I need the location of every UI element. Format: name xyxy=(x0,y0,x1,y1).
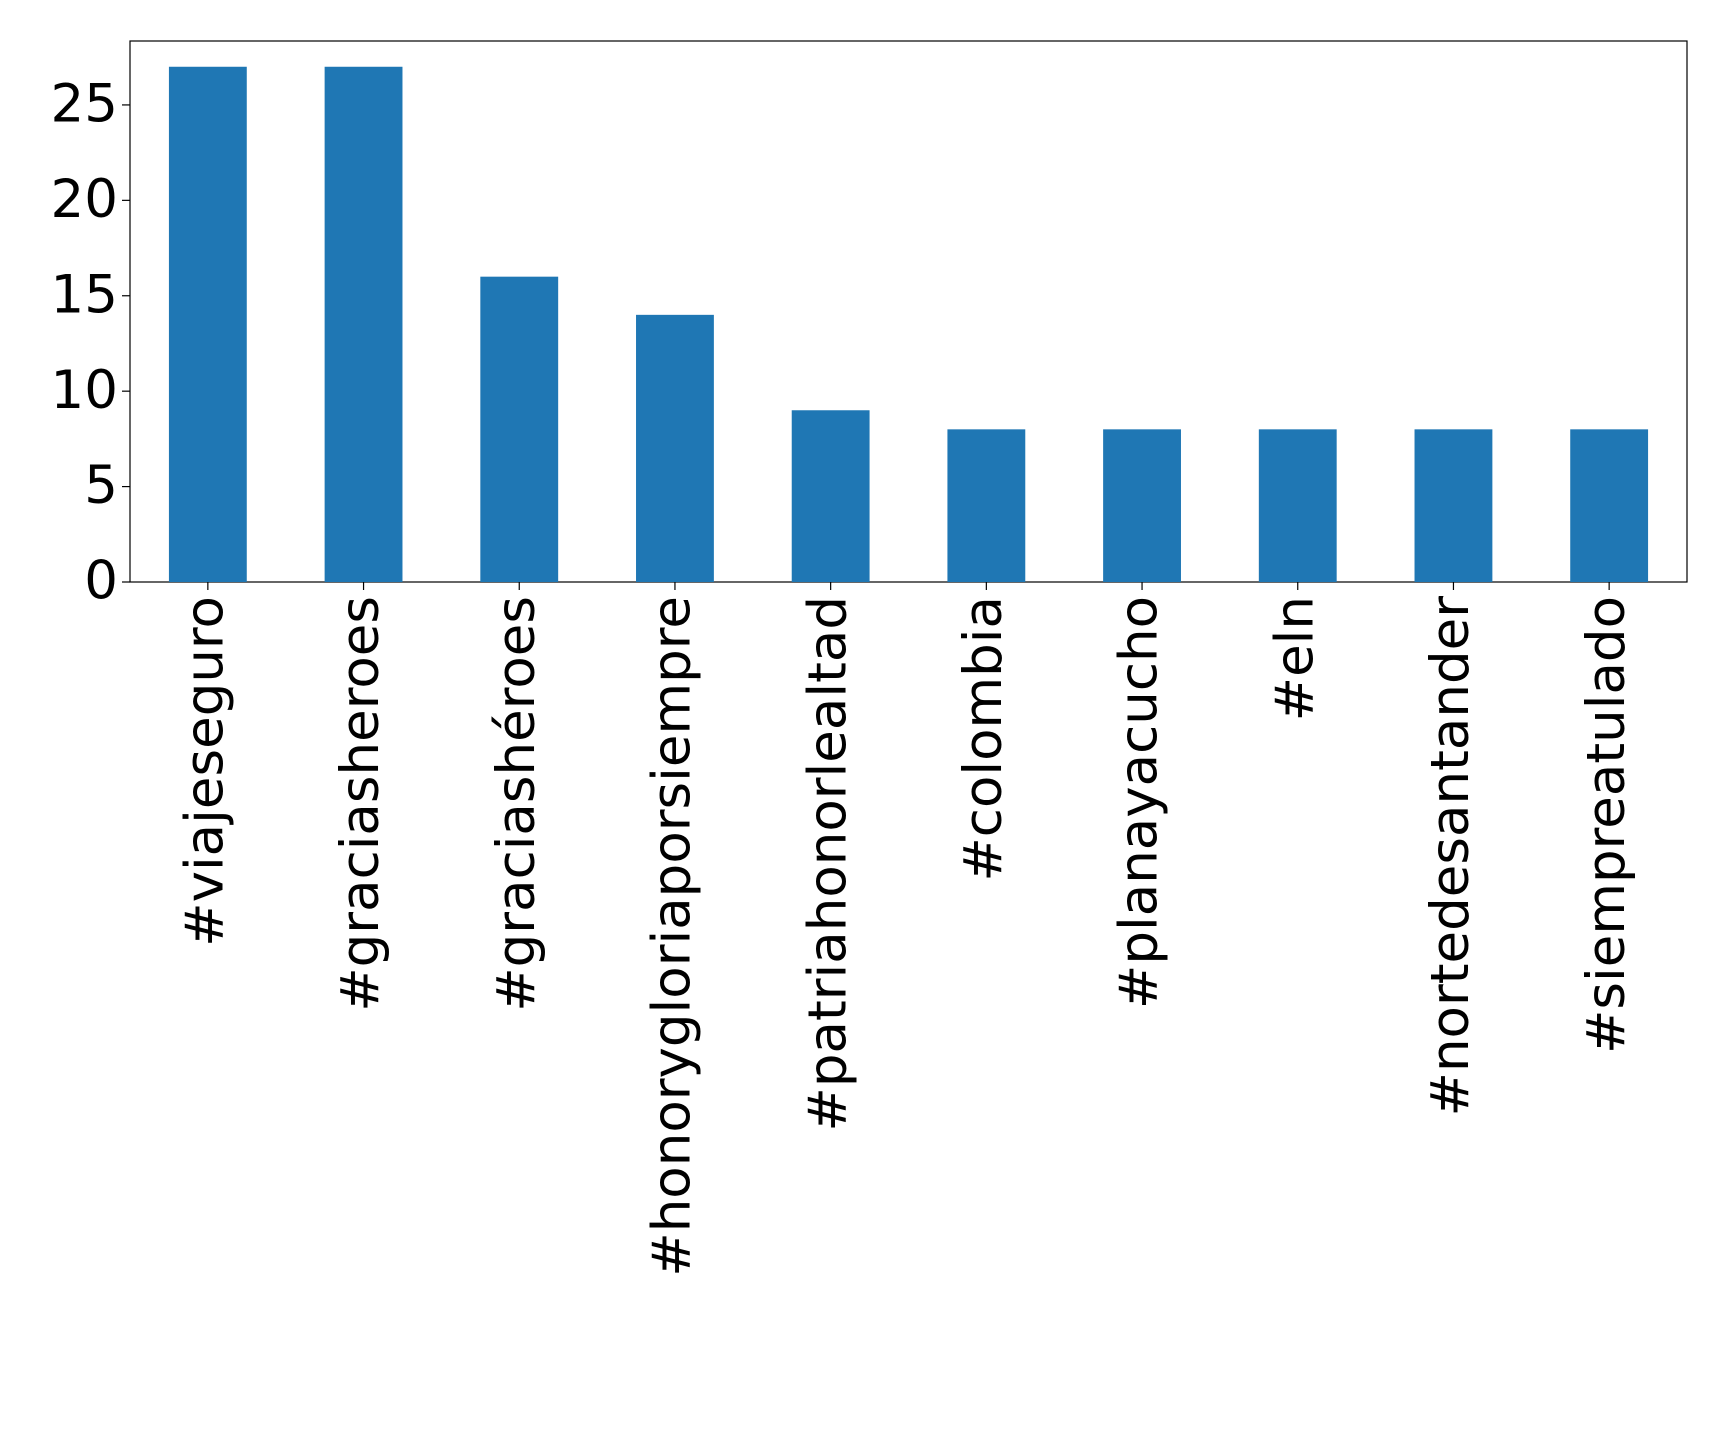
x-tick-label: #honorygloriaporsiempre xyxy=(642,596,703,1277)
x-tick-label: #colombia xyxy=(953,596,1014,882)
x-tick-label: #nortedesantander xyxy=(1420,596,1481,1117)
x-tick-label: #eln xyxy=(1264,596,1325,721)
bar xyxy=(1103,429,1181,582)
bar xyxy=(1570,429,1649,582)
x-tick-label: #viajeseguro xyxy=(174,596,235,947)
y-tick-label: 25 xyxy=(51,74,118,135)
bar xyxy=(1414,429,1493,582)
y-tick-label: 20 xyxy=(51,169,118,230)
bar xyxy=(324,66,403,582)
bar xyxy=(791,410,870,582)
bar xyxy=(168,66,247,582)
y-tick-label: 10 xyxy=(51,360,118,421)
x-tick-label: #patriahonorlealtad xyxy=(797,596,858,1132)
bar xyxy=(1258,429,1337,582)
bar xyxy=(480,276,559,582)
plot-frame xyxy=(129,40,1688,583)
y-tick-label: 5 xyxy=(84,455,118,516)
x-tick-label: #planayacucho xyxy=(1109,596,1170,1009)
bar xyxy=(636,314,714,582)
x-tick-label: #graciasheroes xyxy=(330,596,391,1012)
bar xyxy=(947,429,1026,582)
x-tick-label: #siempreatulado xyxy=(1576,596,1637,1054)
x-tick-label: #graciashéroes xyxy=(486,596,547,1012)
y-tick-label: 15 xyxy=(51,264,118,325)
y-tick-label: 0 xyxy=(84,551,118,612)
